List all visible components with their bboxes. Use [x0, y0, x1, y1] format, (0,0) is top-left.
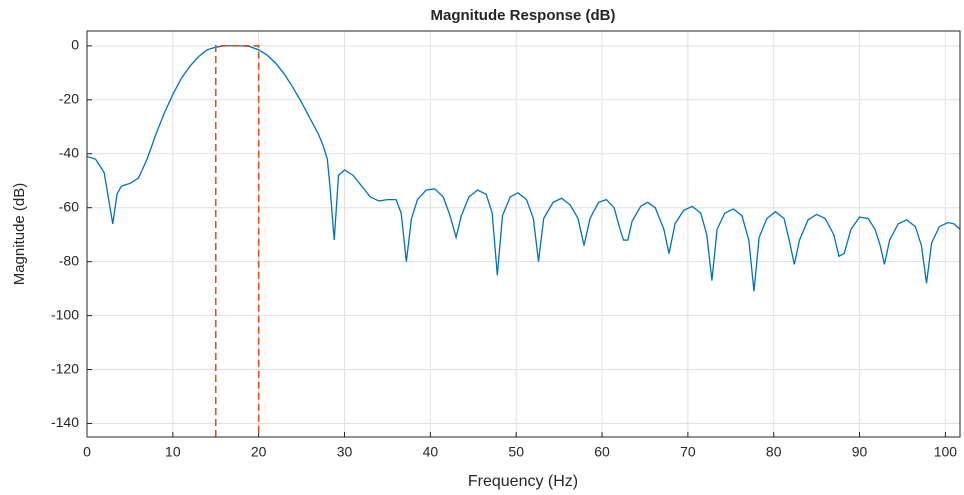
x-tick-label: 20 [251, 444, 267, 460]
chart-title: Magnitude Response (dB) [430, 7, 615, 24]
x-tick-label: 80 [766, 444, 782, 460]
x-tick-label: 10 [165, 444, 181, 460]
x-tick-label: 50 [508, 444, 524, 460]
x-tick-label: 30 [337, 444, 353, 460]
y-tick-label: -20 [59, 90, 79, 106]
band-marker [214, 45, 260, 437]
y-axis-label: Magnitude (dB) [11, 183, 28, 286]
y-tick-label: -80 [59, 252, 79, 268]
x-tick-label: 60 [594, 444, 610, 460]
x-tick-label: 70 [680, 444, 696, 460]
x-tick-label: 90 [852, 444, 868, 460]
y-tick-label: -140 [51, 414, 79, 430]
x-axis-label: Frequency (Hz) [468, 473, 578, 490]
x-tick-label: 100 [934, 444, 958, 460]
x-tick-label: 0 [83, 444, 91, 460]
y-tick-label: -100 [51, 306, 79, 322]
y-tick-label: -120 [51, 360, 79, 376]
response-line [87, 45, 960, 292]
y-tick-label: -60 [59, 198, 79, 214]
plot-frame [86, 30, 961, 438]
x-tick-label: 40 [423, 444, 439, 460]
y-tick-label: -40 [59, 144, 79, 160]
y-tick-label: 0 [71, 37, 79, 53]
